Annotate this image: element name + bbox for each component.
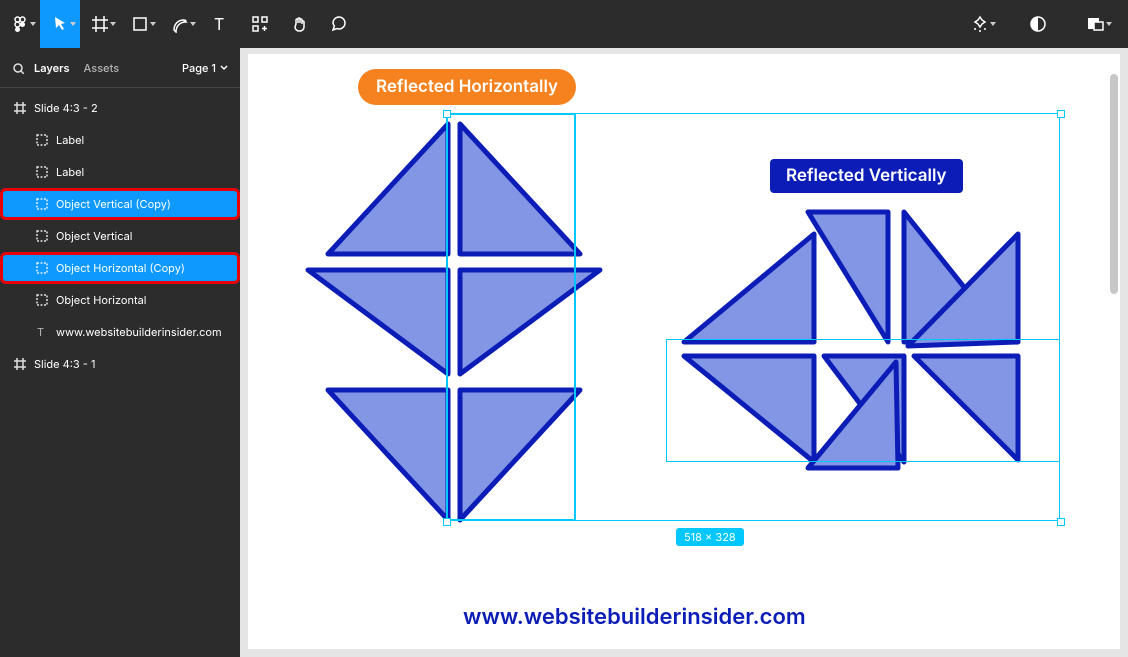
- chevron-down-icon: [220, 65, 228, 71]
- group-icon: [36, 230, 48, 242]
- text-tool[interactable]: T: [200, 0, 240, 48]
- layer-label: Object Vertical (Copy): [56, 197, 171, 211]
- text-icon: T: [36, 326, 48, 338]
- group-icon: [36, 166, 48, 178]
- toolbar-right: [960, 0, 1116, 48]
- view-mode-icon[interactable]: [1018, 0, 1058, 48]
- search-icon[interactable]: [12, 62, 24, 74]
- layer-row[interactable]: Label: [0, 156, 240, 188]
- selection-handle[interactable]: [1057, 110, 1065, 118]
- layer-row[interactable]: Twww.websitebuilderinsider.com: [0, 316, 240, 348]
- layer-label: Object Horizontal: [56, 293, 146, 307]
- layer-row[interactable]: Object Vertical (Copy): [0, 188, 240, 220]
- layer-label: Label: [56, 133, 84, 147]
- toolbar-left: T: [0, 0, 360, 48]
- selection-handle[interactable]: [443, 518, 451, 526]
- page-label: Page 1: [182, 61, 216, 75]
- hand-tool[interactable]: [280, 0, 320, 48]
- layer-tree: Slide 4:3 - 2 Label Label Object Vertical (…: [0, 88, 240, 384]
- svg-text:T: T: [214, 16, 224, 32]
- triangle-shape[interactable]: [328, 390, 448, 520]
- panel-header: Layers Assets Page 1: [0, 48, 240, 88]
- layer-label: www.websitebuilderinsider.com: [56, 325, 222, 339]
- comment-tool[interactable]: [320, 0, 360, 48]
- shape-tool[interactable]: [120, 0, 160, 48]
- selection-dimensions: 518 × 328: [676, 528, 744, 546]
- layer-row[interactable]: Label: [0, 124, 240, 156]
- selection-handle[interactable]: [1057, 518, 1065, 526]
- tab-layers[interactable]: Layers: [34, 61, 70, 75]
- canvas[interactable]: Reflected HorizontallyReflected Vertical…: [240, 48, 1128, 657]
- layer-label: Object Horizontal (Copy): [56, 261, 185, 275]
- layer-row[interactable]: Object Horizontal (Copy): [0, 252, 240, 284]
- selection-bounds: [446, 113, 1060, 521]
- group-icon: [36, 262, 48, 274]
- layer-row[interactable]: Object Vertical: [0, 220, 240, 252]
- pen-tool[interactable]: [160, 0, 200, 48]
- layer-label: Label: [56, 165, 84, 179]
- page-selector[interactable]: Page 1: [182, 61, 228, 75]
- layer-row[interactable]: Slide 4:3 - 2: [0, 92, 240, 124]
- layer-row[interactable]: Object Horizontal: [0, 284, 240, 316]
- frame-icon: [14, 102, 26, 114]
- layer-row[interactable]: Slide 4:3 - 1: [0, 348, 240, 380]
- group-icon: [36, 294, 48, 306]
- selection-handle[interactable]: [443, 110, 451, 118]
- layer-label: Slide 4:3 - 1: [34, 357, 95, 371]
- watermark-url: www.websitebuilderinsider.com: [463, 604, 806, 630]
- layer-label: Object Vertical: [56, 229, 132, 243]
- zoom-icon[interactable]: [1076, 0, 1116, 48]
- group-icon: [36, 134, 48, 146]
- triangle-shape[interactable]: [308, 270, 448, 374]
- layer-label: Slide 4:3 - 2: [34, 101, 98, 115]
- multiplayer-icon[interactable]: [960, 0, 1000, 48]
- resources-tool[interactable]: [240, 0, 280, 48]
- figma-icon[interactable]: [0, 0, 40, 48]
- frame-icon: [14, 358, 26, 370]
- triangle-shape[interactable]: [328, 124, 448, 254]
- tab-assets[interactable]: Assets: [84, 61, 120, 75]
- move-tool[interactable]: [40, 0, 80, 48]
- left-panel: Layers Assets Page 1 Slide 4:3 - 2 Label L…: [0, 48, 240, 657]
- group-icon: [36, 198, 48, 210]
- svg-text:T: T: [37, 326, 44, 338]
- frame-tool[interactable]: [80, 0, 120, 48]
- top-toolbar: T: [0, 0, 1128, 48]
